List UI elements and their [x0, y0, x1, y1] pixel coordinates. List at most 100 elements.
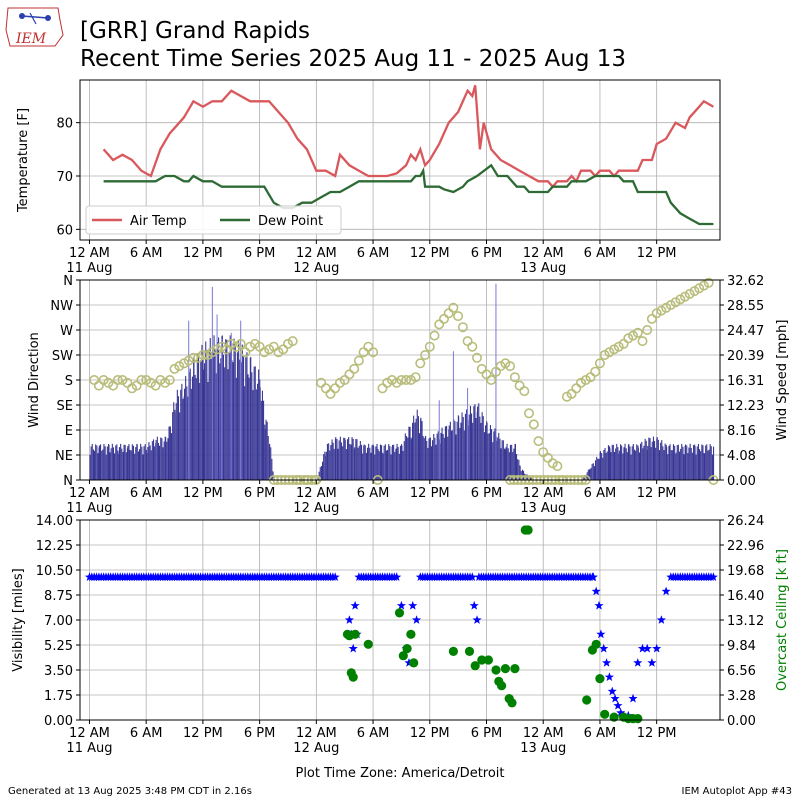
wind-speed-bar: [466, 409, 468, 480]
wind-speed-bar: [200, 360, 202, 480]
wind-speed-bar: [423, 438, 425, 480]
ceiling-point: [491, 665, 501, 675]
wind-speed-bar: [207, 382, 209, 480]
wind-speed-bar: [610, 452, 612, 480]
wind-speed-bars: [89, 283, 715, 480]
wind-speed-bar: [479, 416, 481, 480]
wind-speed-bar: [92, 449, 94, 480]
wind-speed-bar: [134, 453, 136, 480]
visibility-point: [350, 600, 360, 610]
wind-speed-bar: [234, 345, 236, 480]
wind-speed-bar: [109, 452, 111, 480]
wind-speed-bar: [477, 406, 479, 480]
wind-speed-bar: [398, 453, 400, 480]
wind-speed-bar: [233, 338, 235, 480]
wind-speed-bar: [111, 443, 113, 480]
wind-speed-bar: [125, 452, 127, 480]
wind-speed-bar: [670, 450, 672, 480]
wind-direction-point: [632, 327, 643, 338]
wind-speed-bar: [130, 450, 132, 480]
wind-speed-bar: [440, 432, 442, 480]
wind-direction-point: [401, 374, 412, 385]
wind-direction-point: [471, 352, 482, 363]
ceiling-point: [500, 664, 510, 674]
wind-speed-bar: [675, 452, 677, 480]
wind-direction-point: [377, 383, 388, 394]
visibility-point: [591, 586, 601, 596]
temp-legend: Air Temp Dew Point: [85, 205, 342, 235]
visibility-point: [330, 572, 340, 581]
x-tick-label: 6 PM: [471, 486, 502, 501]
wind-speed-bar: [161, 438, 163, 480]
wind-speed-bar: [365, 452, 367, 480]
vis-tick-label: 12.25: [36, 539, 73, 554]
wind-direction-point: [590, 366, 601, 377]
app-note: IEM Autoplot App #43: [682, 786, 792, 797]
wind-speed-bar: [212, 352, 214, 480]
x-tick-label: 12 PM: [410, 246, 450, 261]
ceiling-point: [464, 646, 475, 657]
visibility-point: [408, 600, 418, 610]
wind-speed-bar: [649, 438, 651, 480]
wind-speed-bar: [590, 467, 592, 480]
wind-speed-bar: [388, 444, 390, 480]
wind-speed-bar: [685, 444, 687, 480]
x-tick-label: 12 AM: [296, 246, 337, 261]
x-tick-label: 6 AM: [357, 486, 390, 501]
wind-speed-bar: [691, 452, 693, 480]
wind-speed-bar: [165, 437, 167, 480]
wind-speed-bar: [444, 426, 446, 480]
wind-speed-bar: [417, 416, 419, 480]
wind-speed-bar: [358, 445, 360, 480]
wind-speed-bar: [436, 433, 438, 480]
wind-speed-bar: [656, 437, 658, 480]
wind-speed-bar: [140, 443, 142, 480]
ceiling-tick-label: 0.00: [727, 714, 756, 729]
wind-speed-bar: [514, 444, 516, 480]
wind-speed-bar: [461, 412, 463, 480]
wind-speed-bar: [668, 445, 670, 480]
wind-speed-bar: [373, 446, 375, 480]
wind-speed-bar: [403, 441, 405, 480]
wind-speed-bar: [153, 439, 155, 480]
wind-speed-bar: [328, 443, 330, 480]
wind-speed-bar: [443, 437, 445, 480]
wind-speed-bar: [664, 443, 666, 480]
wind-direction-point: [117, 374, 128, 385]
wind-speed-bar: [159, 445, 161, 480]
x-tick-label: 12 AM: [523, 246, 564, 261]
vis-tick-label: 0.00: [44, 714, 73, 729]
wind-speed-bar: [622, 453, 624, 480]
wind-speed-bar: [225, 339, 227, 480]
wind-speed-bar: [214, 349, 216, 480]
wind-speed-bar: [120, 443, 122, 480]
wind-speed-bar: [97, 453, 99, 480]
wind-speed-bar: [634, 449, 636, 480]
wind-speed-bar: [317, 476, 319, 480]
wind-dir-tick-label: N: [63, 474, 73, 489]
ceiling-tick-label: 9.84: [727, 639, 756, 654]
wind-speed-bar: [471, 413, 473, 480]
wind-speed-bar: [266, 421, 268, 480]
wind-speed-bar: [680, 448, 682, 480]
wind-speed-bar: [696, 446, 698, 480]
wind-direction-point: [528, 419, 539, 430]
wind-speed-bar: [415, 418, 417, 480]
wind-speed-bar: [521, 469, 523, 480]
wind-speed-bar: [350, 444, 352, 480]
wind-speed-bar: [617, 447, 619, 480]
x-tick-label: 12 PM: [637, 486, 677, 501]
wind-speed-bar: [419, 433, 421, 480]
wind-direction-point: [164, 374, 175, 385]
wind-speed-bar: [163, 441, 165, 480]
vis-tick-label: 3.50: [44, 664, 73, 679]
wind-speed-bar: [414, 422, 416, 480]
wind-speed-bar: [463, 430, 465, 480]
wind-speed-bar: [91, 444, 93, 480]
wind-speed-bar: [711, 454, 713, 480]
wind-speed-bar: [149, 445, 151, 480]
wind-direction-point: [368, 347, 379, 358]
wind-speed-bar: [254, 366, 256, 480]
wind-speed-bar: [511, 444, 513, 480]
wind-speed-bar: [137, 451, 139, 480]
